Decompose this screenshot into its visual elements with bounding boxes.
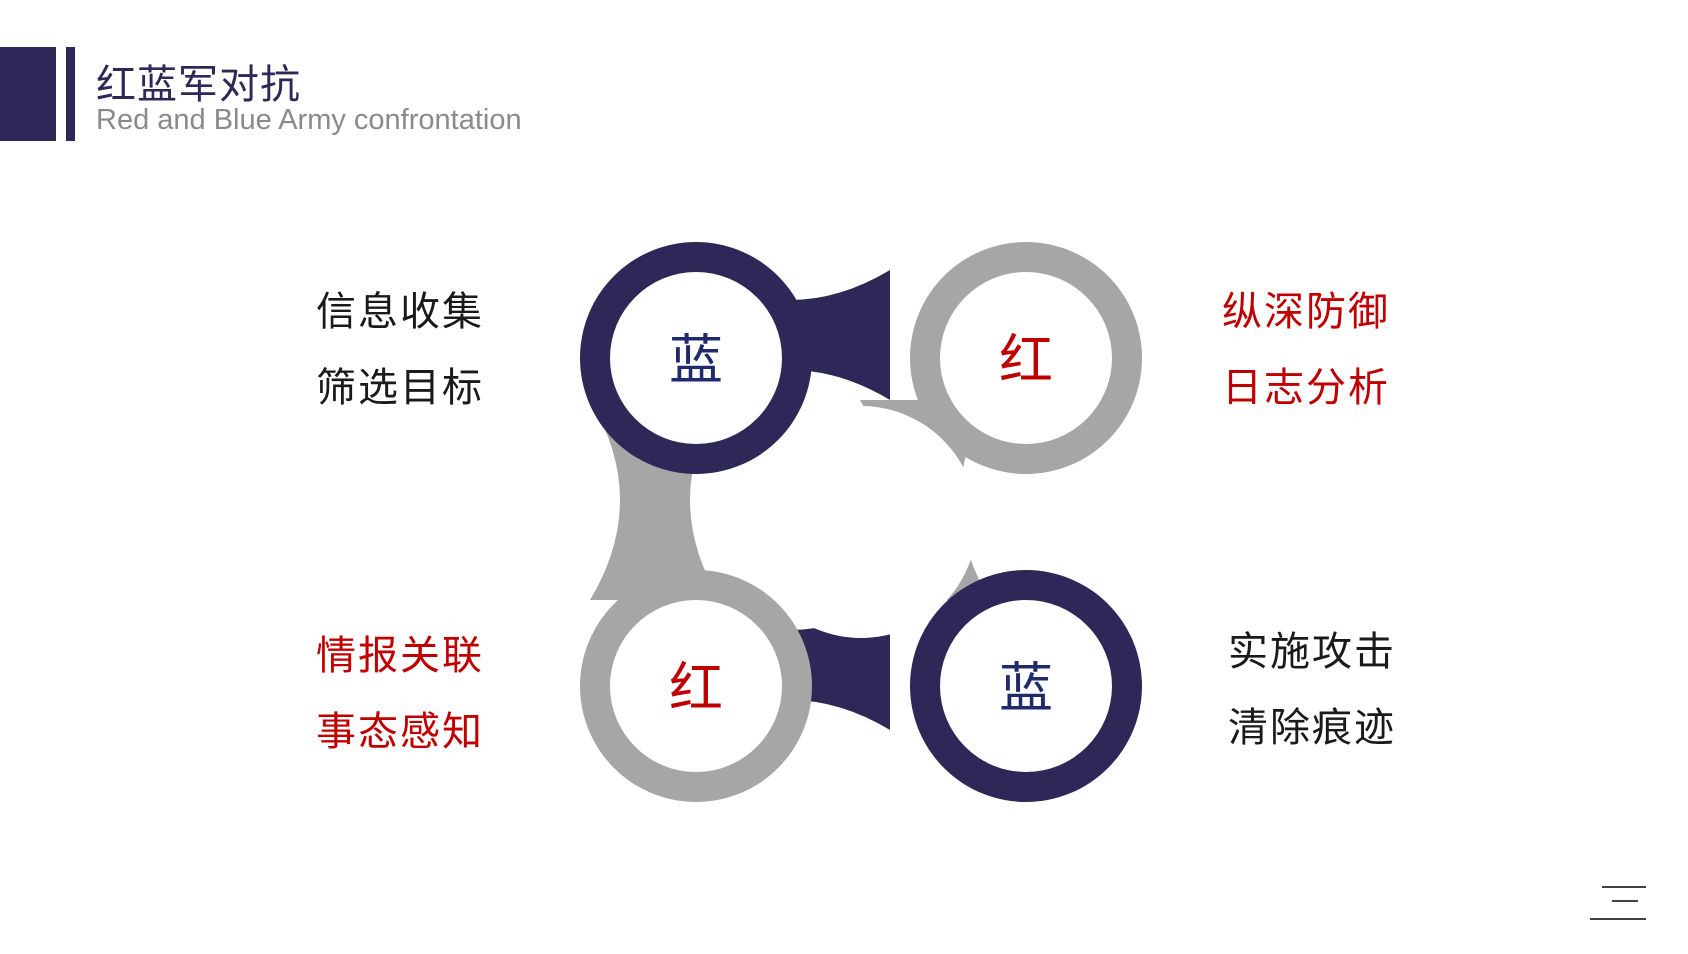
circle-label-top-right: 红 — [999, 329, 1053, 392]
page-subtitle: Red and Blue Army confrontation — [96, 104, 522, 136]
disk-bottom-left — [610, 600, 782, 772]
disk-top-left — [610, 272, 782, 444]
text-group-bottom-left: 情报关联 事态感知 — [316, 618, 484, 770]
text-line: 清除痕迹 — [1228, 705, 1396, 751]
disk-top-right — [940, 272, 1112, 444]
text-line: 情报关联 — [316, 633, 484, 679]
text-line: 信息收集 — [316, 289, 484, 335]
red-blue-cycle-diagram: 蓝 红 红 蓝 — [580, 242, 1142, 802]
text-line: 纵深防御 — [1222, 289, 1390, 335]
header-accent-line — [66, 47, 75, 141]
header-accent-bar — [0, 47, 56, 141]
text-line: 事态感知 — [316, 709, 484, 755]
text-group-top-left: 信息收集 筛选目标 — [316, 274, 484, 426]
circle-label-bottom-left: 红 — [669, 657, 723, 720]
page-title: 红蓝军对抗 — [96, 62, 301, 108]
text-group-bottom-right: 实施攻击 清除痕迹 — [1228, 614, 1396, 766]
menu-lines-icon[interactable] — [1590, 880, 1646, 924]
circle-label-bottom-right: 蓝 — [999, 657, 1053, 720]
text-line: 日志分析 — [1222, 365, 1390, 411]
center-hole — [745, 406, 977, 638]
text-line: 实施攻击 — [1228, 629, 1396, 675]
disk-bottom-right — [940, 600, 1112, 772]
text-group-top-right: 纵深防御 日志分析 — [1222, 274, 1390, 426]
circle-label-top-left: 蓝 — [669, 329, 723, 392]
text-line: 筛选目标 — [316, 365, 484, 411]
